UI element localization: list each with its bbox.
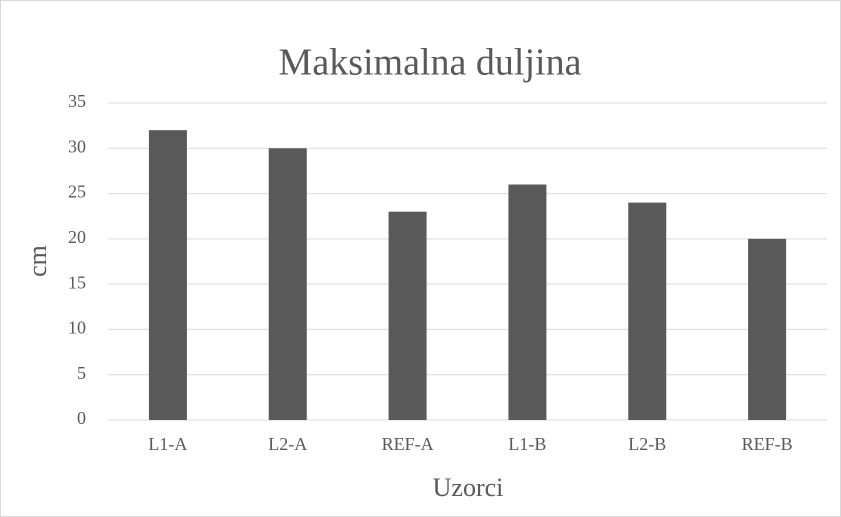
bar [508,184,547,420]
x-tick-label: L1-A [148,434,187,454]
x-tick-label: REF-B [742,434,793,454]
y-tick-label: 15 [68,272,86,292]
y-tick-label: 30 [68,136,86,156]
bar [388,211,427,420]
y-axis-label: cm [23,245,52,277]
y-tick-label: 25 [68,182,86,202]
y-tick-label: 0 [77,408,86,428]
y-tick-label: 5 [77,363,86,383]
y-tick-label: 10 [68,318,86,338]
x-tick-label: L2-B [628,434,666,454]
bar [628,202,667,420]
bar [148,130,187,420]
x-tick-label: L2-A [268,434,307,454]
y-tick-label: 35 [68,91,86,111]
x-tick-label: L1-B [508,434,546,454]
x-tick-label: REF-A [382,434,434,454]
chart-title: Maksimalna duljina [279,42,582,84]
bar [268,148,307,421]
bar [748,238,787,420]
y-tick-label: 20 [68,227,86,247]
x-axis-label: Uzorci [433,473,504,502]
